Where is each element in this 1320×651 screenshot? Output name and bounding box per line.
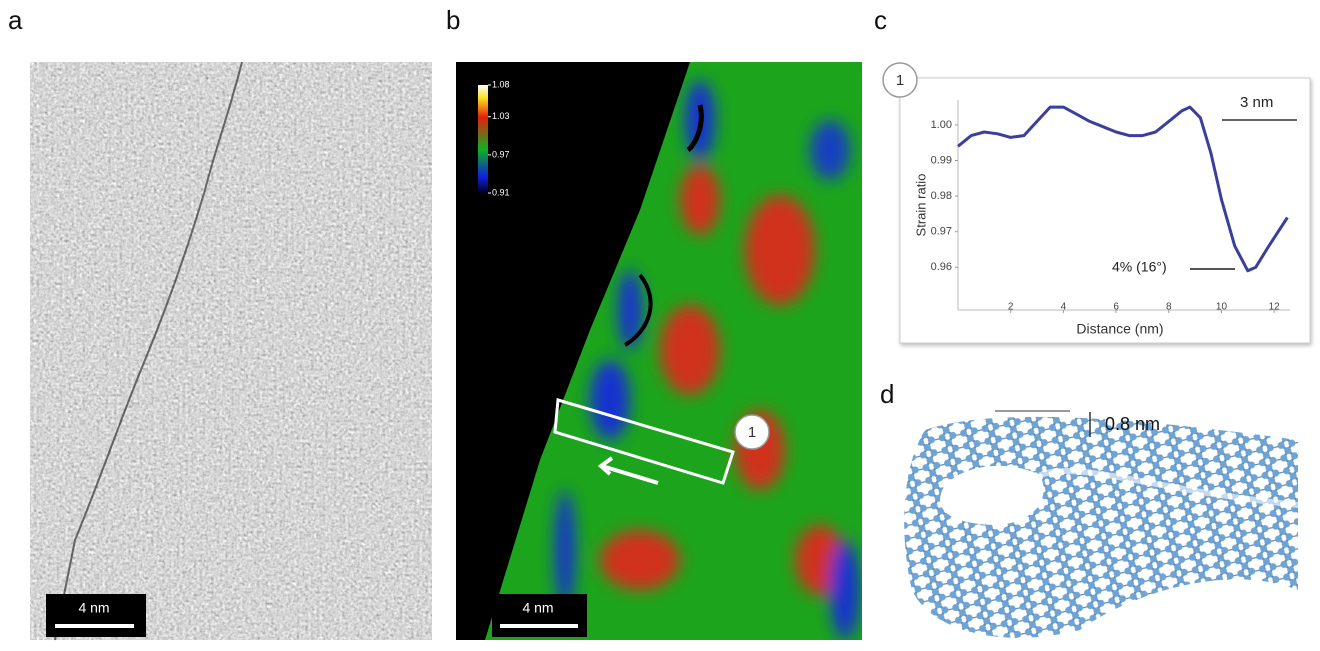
annotation: 3 nm: [1240, 94, 1273, 111]
x-tick-label: 10: [1216, 302, 1228, 313]
x-tick-label: 2: [1008, 302, 1014, 313]
graphene-model: [904, 417, 1298, 638]
panel-label: a: [8, 5, 23, 35]
tem-image: [30, 62, 432, 640]
panel-label: c: [874, 5, 887, 35]
panel-label: d: [880, 379, 894, 409]
colorbar-tick-label: 0.91: [492, 187, 510, 197]
chart-frame: [900, 78, 1310, 343]
colorbar-tick-label: 1.08: [492, 79, 510, 89]
y-tick-label: 0.97: [931, 226, 952, 238]
panel-label: b: [446, 5, 460, 35]
y-tick-label: 0.96: [931, 261, 952, 273]
x-tick-label: 8: [1166, 302, 1172, 313]
colorbar-tick-label: 0.97: [492, 149, 510, 159]
y-tick-label: 1.00: [931, 119, 952, 131]
colorbar: [478, 85, 488, 193]
x-tick-label: 4: [1061, 302, 1067, 313]
x-tick-label: 6: [1113, 302, 1119, 313]
region-marker-label: 1: [748, 424, 756, 441]
x-tick-label: 12: [1269, 302, 1281, 313]
scale-bar-label: 4 nm: [78, 600, 109, 616]
x-axis-label: Distance (nm): [1076, 321, 1163, 337]
y-axis-label: Strain ratio: [913, 174, 928, 237]
figure: a 4 nm b 1.08 1.03 0.97 0.91 1: [0, 0, 1320, 646]
y-tick-label: 0.98: [931, 190, 952, 202]
scale-bar-label: 4 nm: [522, 600, 553, 616]
y-tick-label: 0.99: [931, 154, 952, 166]
scale-label: 0.8 nm: [1105, 414, 1160, 434]
region-marker-label: 1: [896, 72, 904, 89]
strain-map: [456, 62, 862, 640]
colorbar-tick-label: 1.03: [492, 111, 510, 121]
annotation: 4% (16°): [1112, 259, 1167, 275]
